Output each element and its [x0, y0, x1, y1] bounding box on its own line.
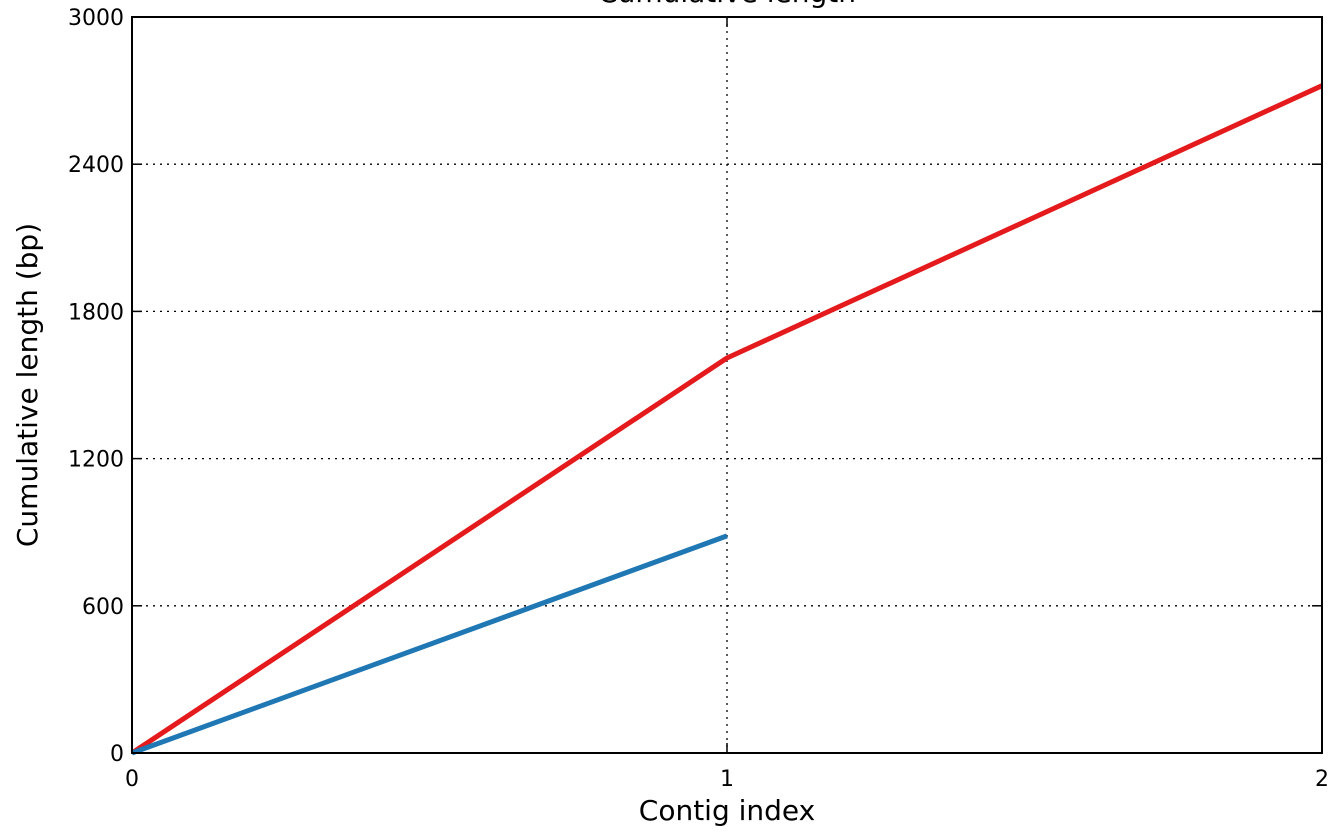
y-tick-label-2: 1200 — [68, 448, 124, 473]
grid-lines — [132, 17, 1322, 753]
y-tick-label-3: 1800 — [68, 300, 124, 325]
tick-marks — [131, 16, 1323, 754]
series-layer — [130, 83, 1324, 756]
y-tick-labels: 0 600 1200 1800 2400 3000 — [68, 6, 124, 767]
plot-frame — [131, 16, 1323, 754]
y-tick-label-1: 600 — [82, 595, 124, 620]
series-line-1 — [131, 533, 728, 756]
chart-title: Cumulative length — [598, 0, 856, 9]
y-tick-label-5: 3000 — [68, 6, 124, 31]
y-tick-label-0: 0 — [110, 742, 124, 767]
x-tick-label-0: 0 — [125, 767, 139, 792]
series-line-0 — [130, 83, 1324, 756]
x-tick-label-1: 1 — [720, 767, 734, 792]
x-tick-label-2: 2 — [1315, 767, 1329, 792]
y-axis-title: Cumulative length (bp) — [11, 223, 44, 547]
y-tick-label-4: 2400 — [68, 153, 124, 178]
x-tick-labels: 0 1 2 — [125, 767, 1329, 792]
x-axis-title: Contig index — [639, 794, 815, 827]
